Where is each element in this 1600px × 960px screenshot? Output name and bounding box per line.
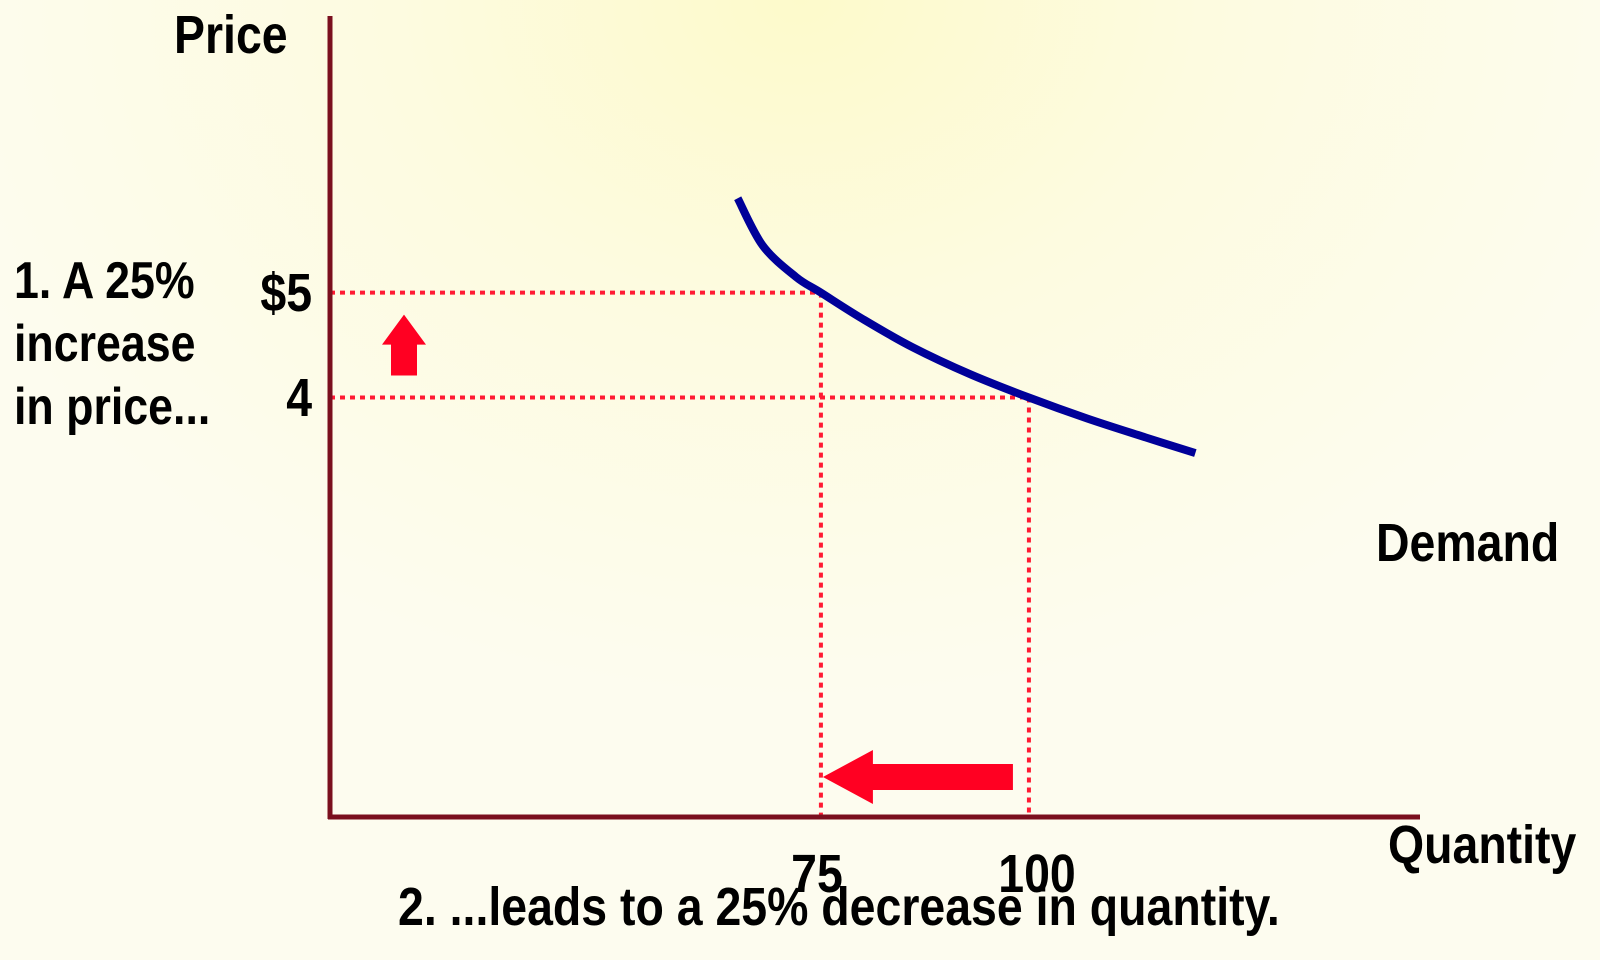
quantity-decrease-arrow (822, 750, 1013, 804)
y-tick-label: $5 (260, 262, 312, 323)
quantity-change-annotation: 2. ...leads to a 25% decrease in quantit… (398, 877, 1280, 937)
x-axis-label: Quantity (1388, 815, 1577, 875)
x-tick-label: 75 (791, 844, 843, 904)
demand-curve (734, 196, 1197, 457)
y-tick-label: 4 (286, 367, 312, 428)
y-axis-label: Price (174, 5, 288, 65)
price-change-annotation: 1. A 25% increase in price... (14, 252, 211, 436)
demand-series-label: Demand (1376, 513, 1560, 573)
x-tick-label: 100 (998, 844, 1076, 904)
price-increase-arrow (382, 314, 426, 376)
